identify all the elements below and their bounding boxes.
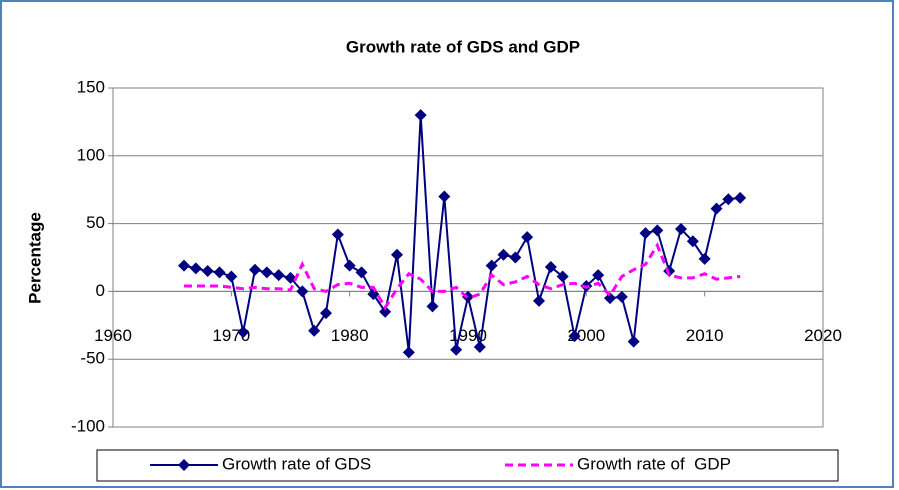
marker bbox=[592, 269, 605, 282]
marker bbox=[331, 228, 344, 241]
x-tick-label: 2000 bbox=[567, 326, 605, 345]
marker bbox=[379, 305, 392, 318]
marker bbox=[734, 191, 747, 204]
x-tick-label: 2010 bbox=[686, 326, 724, 345]
marker bbox=[272, 269, 285, 282]
y-tick-label: 100 bbox=[77, 145, 105, 164]
x-tick-label: 1980 bbox=[331, 326, 369, 345]
marker bbox=[450, 343, 463, 356]
marker bbox=[485, 259, 498, 272]
marker bbox=[544, 260, 557, 273]
series-line bbox=[184, 241, 741, 311]
marker bbox=[343, 259, 356, 272]
marker bbox=[698, 252, 711, 265]
marker bbox=[568, 330, 581, 343]
marker bbox=[225, 270, 238, 283]
marker bbox=[414, 109, 427, 122]
marker bbox=[189, 262, 202, 275]
marker bbox=[237, 326, 250, 339]
marker bbox=[201, 265, 214, 278]
x-tick-label: 2020 bbox=[804, 326, 842, 345]
legend-label: Growth rate of GDS bbox=[222, 454, 371, 473]
marker bbox=[402, 346, 415, 359]
y-tick-label: -100 bbox=[71, 416, 105, 435]
legend-label: Growth rate of GDP bbox=[577, 454, 731, 473]
marker bbox=[556, 270, 569, 283]
marker bbox=[391, 248, 403, 261]
y-axis-label: Percentage bbox=[25, 212, 44, 304]
chart-title: Growth rate of GDS and GDP bbox=[346, 37, 580, 56]
marker bbox=[604, 292, 616, 305]
legend-box bbox=[96, 449, 839, 482]
marker bbox=[473, 340, 486, 353]
marker bbox=[260, 266, 273, 279]
y-tick-label: 0 bbox=[96, 281, 105, 300]
marker bbox=[497, 248, 510, 261]
y-tick-label: 50 bbox=[86, 213, 105, 232]
marker bbox=[438, 190, 451, 203]
marker bbox=[533, 294, 545, 307]
marker bbox=[686, 235, 699, 248]
y-tick-label: 150 bbox=[77, 77, 105, 96]
marker bbox=[178, 259, 190, 272]
marker bbox=[509, 251, 522, 264]
marker bbox=[308, 324, 321, 337]
marker bbox=[320, 307, 332, 320]
marker bbox=[521, 231, 534, 244]
y-tick-label: -50 bbox=[80, 349, 105, 368]
marker bbox=[426, 300, 439, 313]
marker bbox=[675, 223, 687, 236]
marker bbox=[651, 224, 664, 237]
legend-marker bbox=[178, 459, 190, 471]
marker bbox=[249, 263, 261, 276]
plot-border bbox=[112, 87, 824, 428]
marker bbox=[627, 335, 640, 348]
marker bbox=[639, 227, 652, 240]
marker bbox=[710, 202, 723, 215]
marker bbox=[367, 288, 380, 301]
marker bbox=[213, 266, 226, 279]
marker bbox=[296, 285, 309, 298]
marker bbox=[355, 266, 368, 279]
marker bbox=[615, 290, 628, 303]
marker bbox=[722, 193, 735, 206]
x-tick-label: 1960 bbox=[94, 326, 132, 345]
marker bbox=[284, 271, 297, 284]
